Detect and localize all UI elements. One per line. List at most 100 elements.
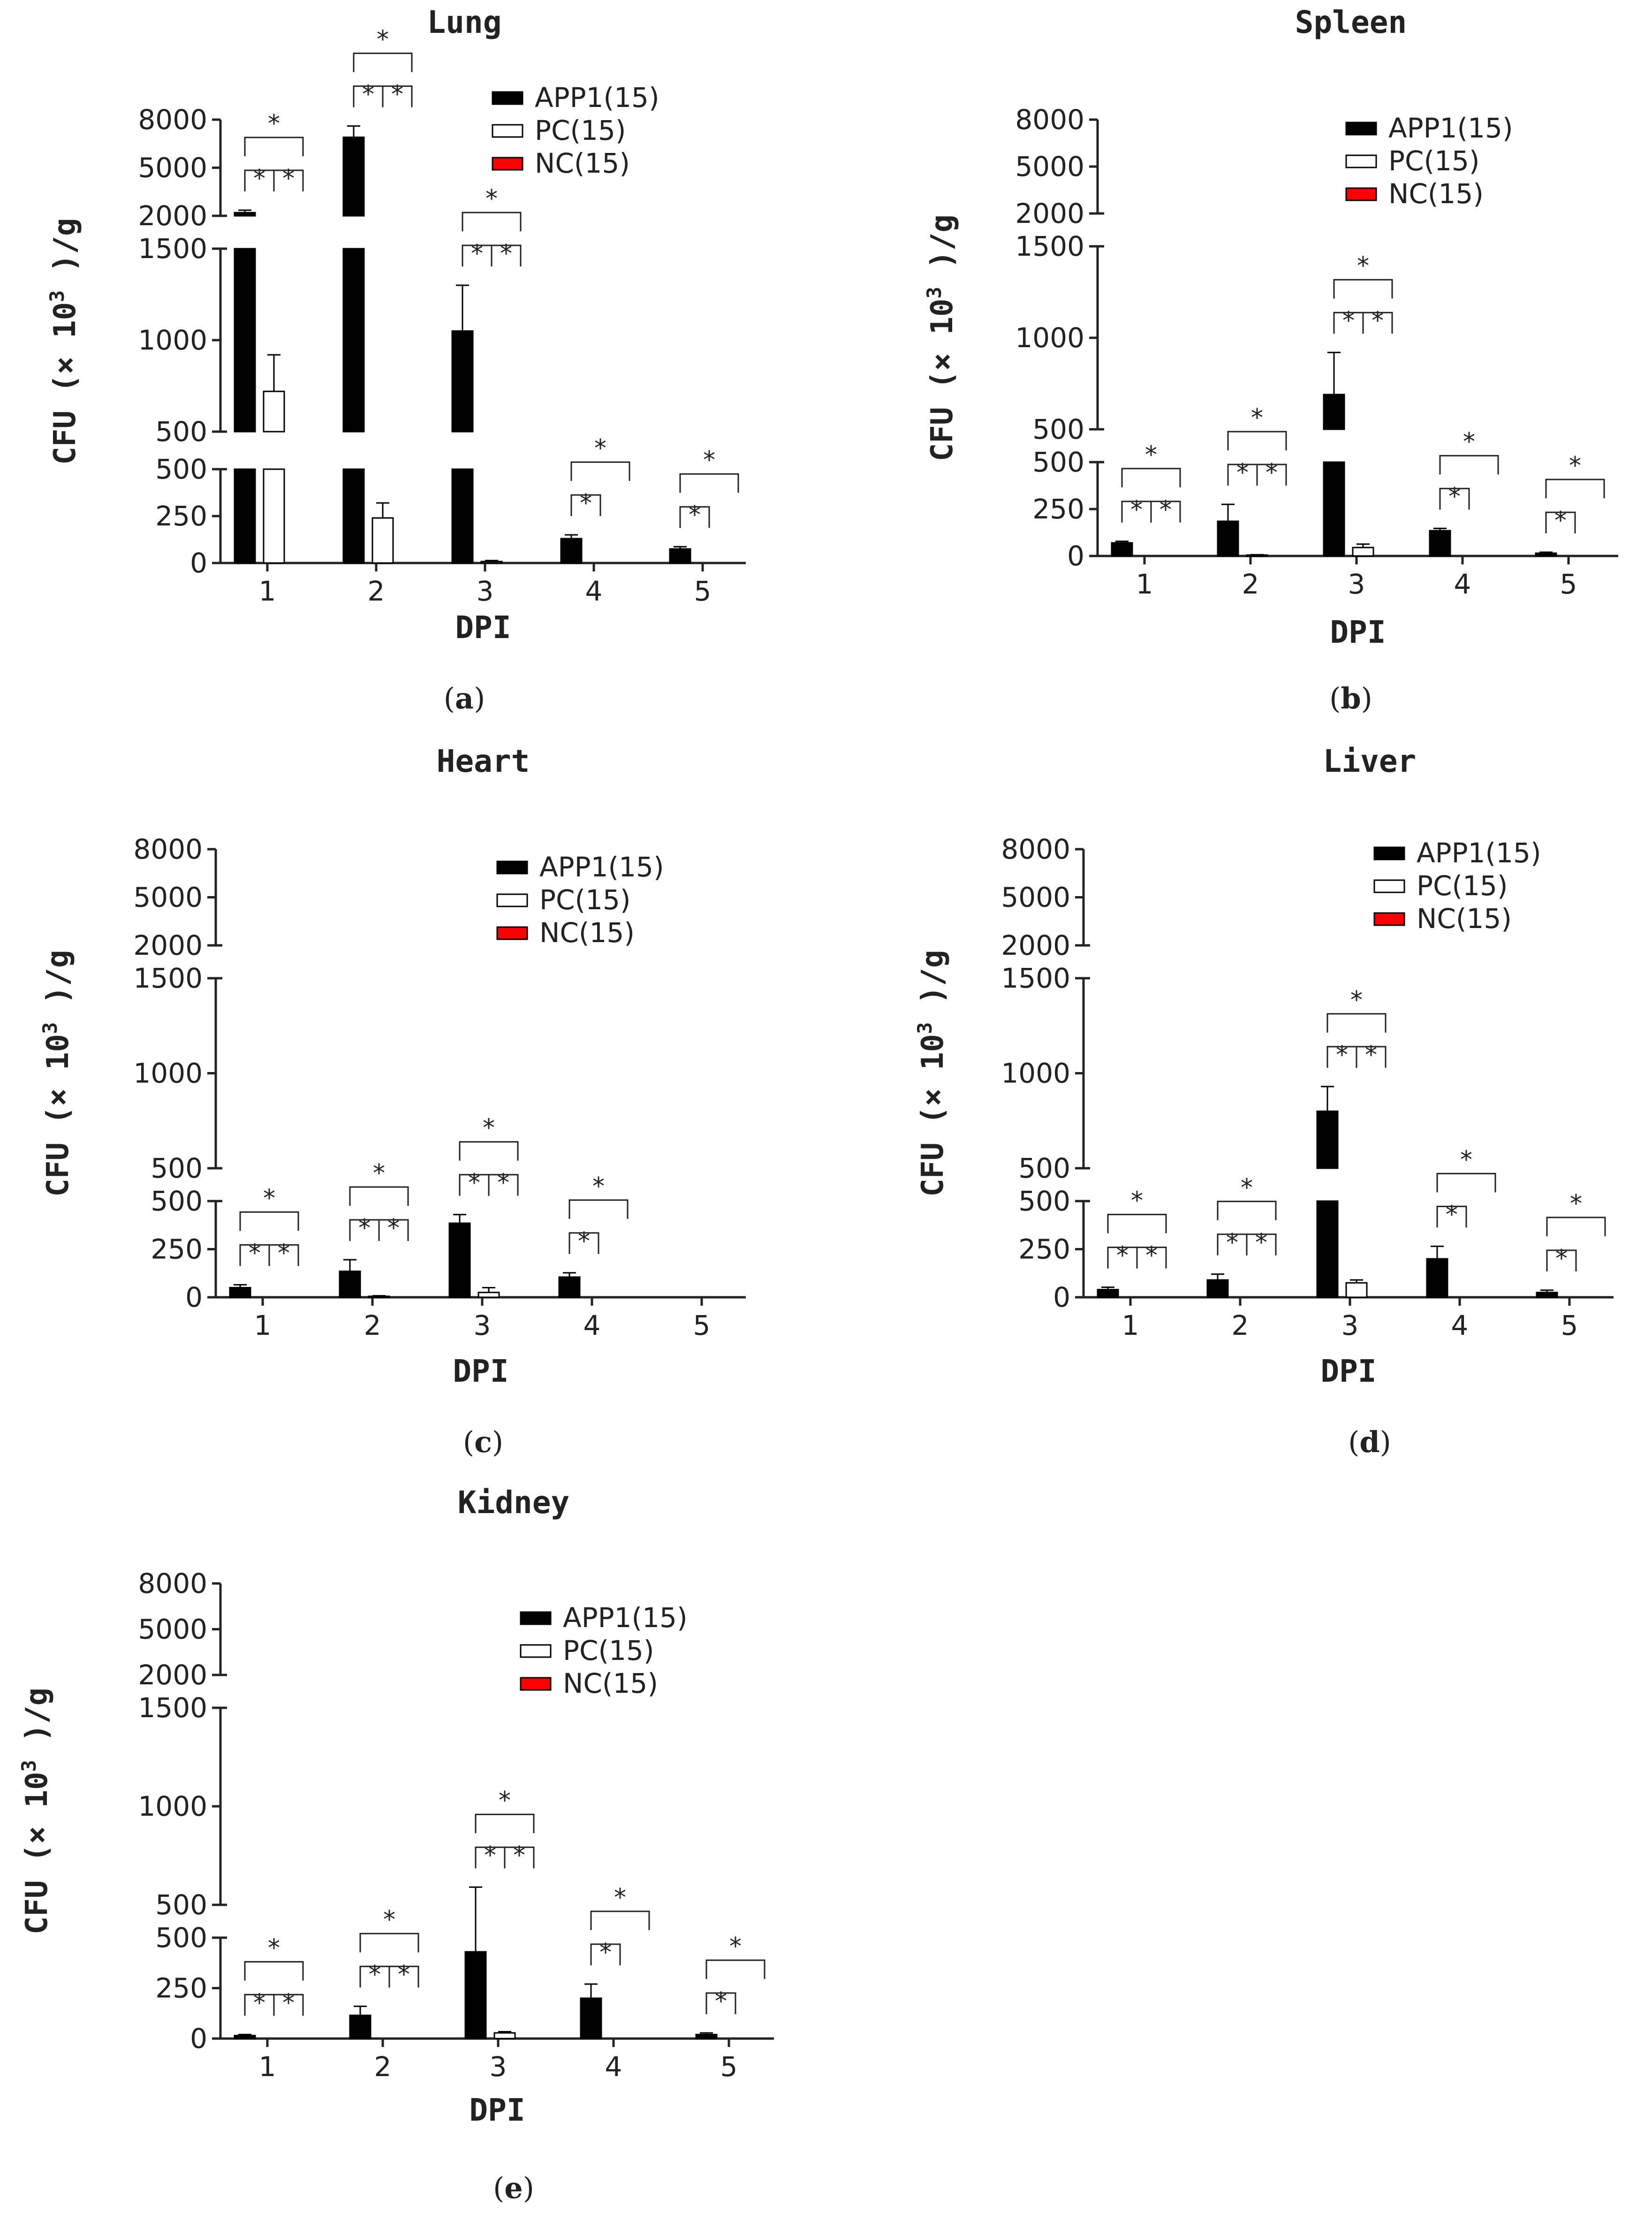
bar-app115 [695, 2033, 718, 2039]
significance-bracket [679, 473, 739, 493]
significance-star: * [387, 1214, 400, 1242]
significance-star: * [249, 1239, 261, 1267]
significance-star: * [1145, 1242, 1158, 1270]
y-tick-label: 8000 [133, 833, 203, 865]
y-tick-label: 500 [151, 1185, 203, 1217]
x-tick-label: 4 [584, 1309, 601, 1341]
legend-swatch [496, 926, 528, 940]
y-tick-label: 500 [1018, 1185, 1070, 1217]
y-tick-label: 5000 [138, 1613, 207, 1645]
y-tick-label: 500 [155, 1922, 207, 1954]
bar-app115 [558, 1276, 581, 1298]
significance-bracket [273, 169, 304, 192]
legend-label: PC(15) [1388, 145, 1480, 177]
significance-star: * [391, 81, 403, 109]
legend-swatch [492, 157, 523, 171]
y-tick-label: 1500 [133, 962, 203, 994]
significance-star: * [1236, 459, 1249, 487]
significance-star: * [689, 501, 701, 529]
bar-app115 [451, 330, 474, 433]
significance-star: * [1255, 1229, 1267, 1257]
x-tick-label: 5 [1560, 568, 1577, 600]
significance-bracket [1256, 464, 1287, 486]
panel-letter-value: a [455, 681, 474, 715]
bar-app115 [234, 212, 256, 217]
x-tick-label: 1 [259, 575, 276, 607]
y-tick-label: 0 [1067, 540, 1084, 572]
significance-star: * [1251, 404, 1263, 432]
significance-bracket [1546, 1217, 1606, 1236]
significance-star: * [578, 1227, 590, 1256]
significance-bracket [268, 1244, 299, 1266]
bar-app115 [560, 538, 583, 564]
x-tick-label: 5 [1561, 1309, 1578, 1341]
significance-bracket [1545, 511, 1576, 533]
y-axis-label-prefix: CFU (× 10 [916, 1034, 950, 1197]
significance-star: * [1460, 1146, 1472, 1174]
significance-star: * [1336, 1041, 1348, 1069]
significance-bracket [1136, 1247, 1167, 1269]
y-tick-label: 2000 [1001, 929, 1070, 961]
y-tick-label: 8000 [1015, 104, 1084, 136]
significance-star: * [278, 1239, 290, 1267]
bar-app115 [1535, 552, 1557, 557]
significance-star: * [1241, 1174, 1253, 1202]
x-tick-label: 3 [490, 2051, 507, 2083]
significance-star: * [1357, 252, 1369, 280]
y-axis-label: CFU (× 103 )/g [17, 1688, 54, 1934]
significance-star: * [1365, 1041, 1377, 1069]
legend-label: APP1(15) [535, 82, 659, 114]
bar-pc15 [480, 561, 503, 564]
significance-bracket [590, 1943, 621, 1965]
significance-star: * [599, 1939, 612, 1967]
bar-app115 [1206, 1279, 1229, 1298]
significance-star: * [268, 1934, 280, 1962]
chart-title: Kidney [458, 1484, 569, 1521]
y-tick-label: 500 [151, 1152, 203, 1184]
significance-star: * [282, 165, 295, 193]
y-axis-label: CFU (× 103 )/g [38, 950, 76, 1196]
legend-swatch [1345, 122, 1377, 136]
significance-bracket [504, 1846, 535, 1869]
bar-pc15 [1345, 1282, 1368, 1298]
significance-star: * [253, 1989, 265, 2017]
x-tick-label: 2 [1232, 1309, 1249, 1341]
x-tick-label: 5 [694, 575, 712, 607]
y-tick-label: 1500 [138, 1692, 207, 1724]
significance-bracket [1333, 279, 1393, 299]
x-tick-label: 5 [720, 2051, 738, 2083]
significance-star: * [715, 1987, 727, 2016]
x-tick-label: 4 [1451, 1309, 1469, 1341]
significance-star: * [1145, 441, 1157, 469]
bar-pc15 [1352, 547, 1374, 557]
bar-app115 [234, 468, 256, 564]
panel-letter: (e) [493, 2171, 534, 2205]
legend-label: APP1(15) [1388, 112, 1513, 144]
significance-star: * [377, 26, 389, 54]
bar-app115 [464, 1951, 487, 2039]
significance-bracket [1436, 1205, 1467, 1228]
y-tick-label: 250 [155, 1972, 207, 2004]
y-tick-label: 250 [1018, 1233, 1070, 1265]
significance-bracket [1217, 1201, 1277, 1220]
significance-bracket [382, 85, 413, 107]
panel-letter: (c) [463, 1425, 503, 1459]
x-tick-label: 2 [374, 2051, 392, 2083]
bar-pc15 [371, 517, 394, 564]
legend-swatch [1345, 154, 1377, 168]
significance-star: * [1570, 1190, 1582, 1218]
significance-star: * [1446, 1201, 1458, 1229]
significance-star: * [1463, 428, 1475, 456]
x-axis-label: DPI [453, 1353, 508, 1389]
bar-app115 [1426, 1258, 1448, 1298]
significance-bracket [705, 1992, 736, 2014]
y-axis-label-exponent: 3 [38, 1022, 61, 1034]
x-axis-label: DPI [1330, 614, 1386, 650]
x-axis-label: DPI [1320, 1353, 1376, 1389]
legend-swatch [520, 1677, 552, 1691]
x-axis-label: DPI [455, 609, 511, 646]
significance-bracket [570, 461, 630, 481]
significance-star: * [483, 1114, 495, 1142]
legend-swatch [520, 1644, 552, 1658]
